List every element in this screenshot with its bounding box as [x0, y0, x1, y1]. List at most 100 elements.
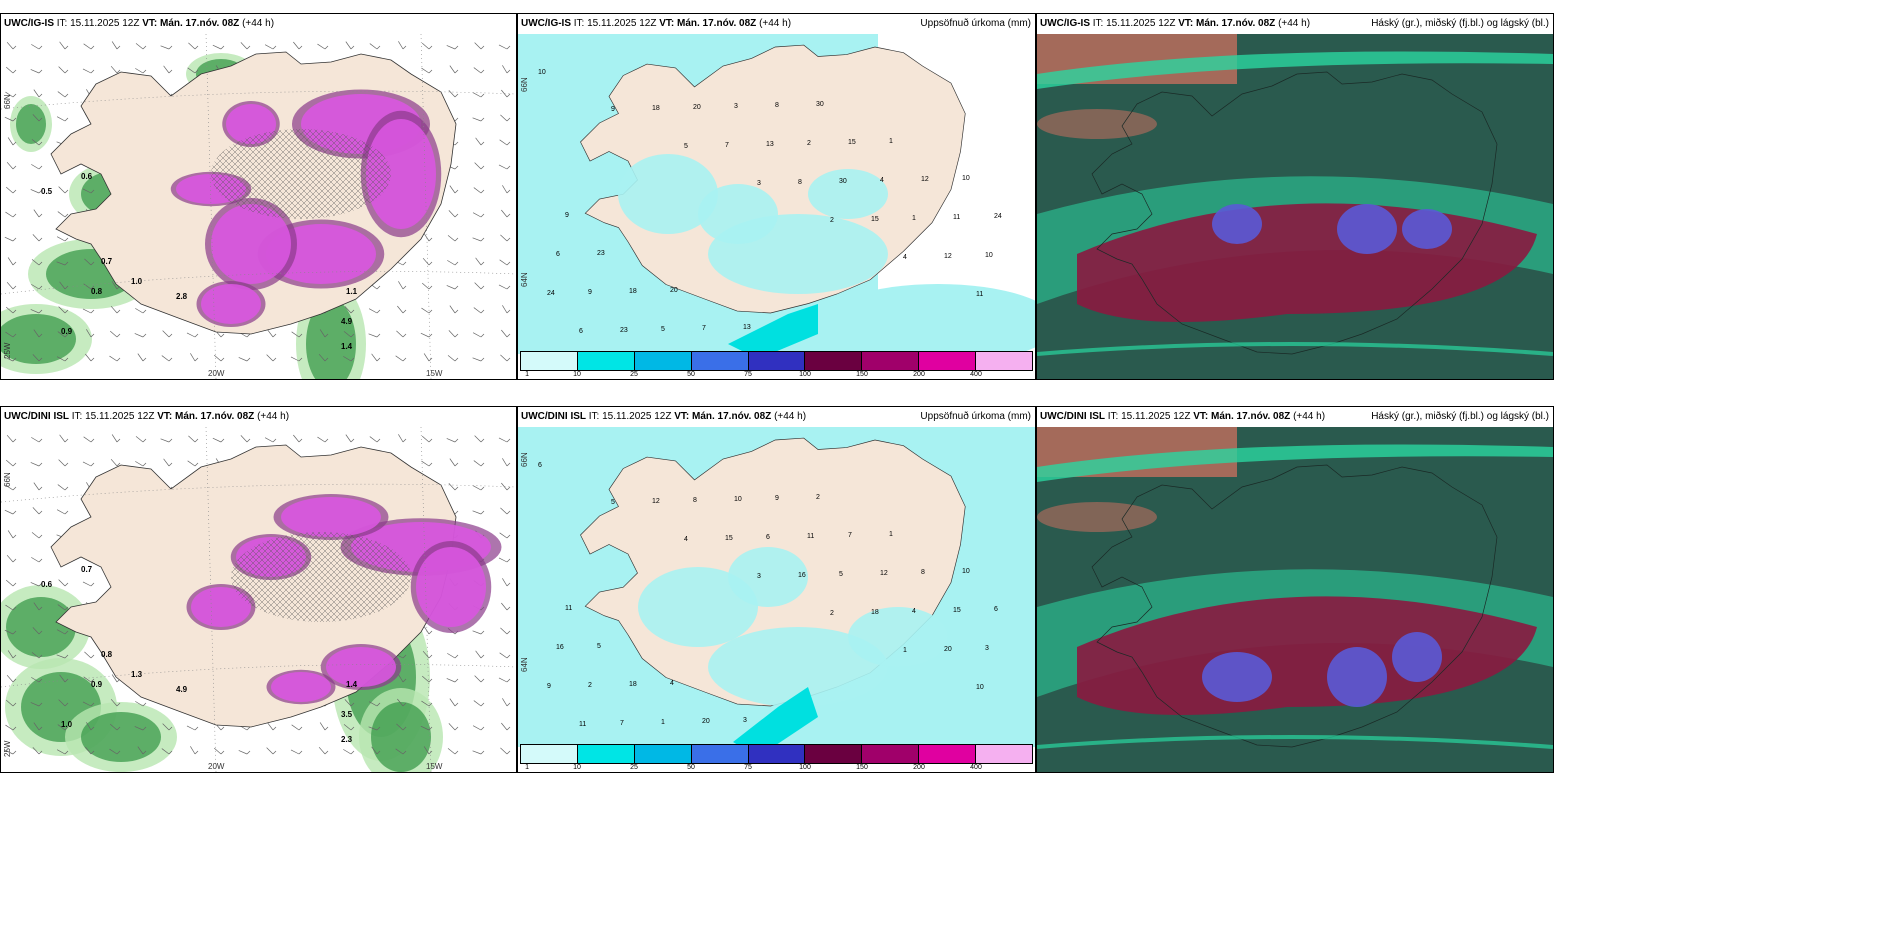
precip-value-label: 23 [597, 250, 605, 257]
precip-value-label: 23 [620, 327, 628, 334]
init-time: IT: 15.11.2025 12Z [56, 18, 140, 29]
colorbar-tick-label: 1 [525, 764, 530, 771]
rain-value-label: 4.9 [341, 317, 353, 326]
accum-precip-map: 1095324116187815122423201330110953241161… [518, 14, 1035, 379]
init-time: IT: 15.11.2025 12Z [1092, 18, 1176, 29]
precip-value-label: 30 [816, 101, 824, 108]
lead-time: (+44 h) [1293, 411, 1326, 422]
panel-cloud-igis: UWC/IG-IS IT: 15.11.2025 12Z VT: Mán. 17… [1036, 13, 1554, 380]
colorbar-tick-label: 150 [856, 764, 868, 771]
precip-value-label: 5 [661, 326, 665, 333]
precip-value-label: 2 [830, 217, 834, 224]
precip-value-label: 11 [579, 721, 586, 728]
precip-value-label: 9 [547, 683, 551, 690]
cloud-cover-map [1037, 407, 1553, 772]
precip-value-label: 11 [976, 291, 983, 298]
cloud-cover-map [1037, 14, 1553, 379]
lat-label-66n: 66N [3, 94, 12, 109]
precip-value-label: 3 [743, 717, 747, 724]
colorbar-segment [691, 745, 749, 763]
precip-value-label: 9 [565, 212, 569, 219]
precip-value-label: 8 [921, 569, 925, 576]
precip-value-label: 4 [670, 680, 674, 687]
precip-value-label: 4 [912, 608, 916, 615]
precip-value-label: 6 [579, 328, 583, 335]
lead-time: (+44 h) [1278, 18, 1311, 29]
precip-value-label: 9 [611, 106, 615, 113]
colorbar-segment [976, 352, 1033, 370]
colorbar-segment [634, 745, 692, 763]
panel-precip-type-igis: UWC/IG-IS IT: 15.11.2025 12Z VT: Mán. 17… [0, 13, 517, 380]
precip-value-label: 15 [871, 216, 879, 223]
precip-value-label: 2 [588, 682, 592, 689]
colorbar-tick-label: 400 [970, 371, 982, 378]
rain-value-label: 1.4 [341, 342, 353, 351]
init-time: IT: 15.11.2025 12Z [573, 18, 657, 29]
precip-value-label: 8 [693, 497, 697, 504]
colorbar-tick-label: 1 [525, 371, 530, 378]
precip-value-label: 1 [889, 138, 893, 145]
precip-value-label: 1 [903, 647, 907, 654]
precip-value-label: 3 [985, 645, 989, 652]
precip-value-label: 6 [994, 606, 998, 613]
precip-value-label: 10 [976, 684, 984, 691]
precip-value-label: 1 [889, 531, 893, 538]
colorbar-tick-label: 100 [799, 764, 811, 771]
precip-value-label: 10 [734, 496, 742, 503]
precip-value-label: 13 [766, 141, 774, 148]
colorbar-tick-label: 10 [573, 764, 581, 771]
precip-value-label: 12 [944, 253, 952, 260]
precip-value-label: 6 [556, 251, 560, 258]
precip-value-label: 10 [985, 252, 993, 259]
precip-value-label: 20 [670, 287, 678, 294]
model-name: UWC/IG-IS [521, 18, 571, 29]
rain-value-label: 4.9 [176, 685, 188, 694]
rain-value-label: 0.5 [41, 187, 53, 196]
colorbar-segment [577, 352, 635, 370]
colorbar-segment [805, 745, 863, 763]
panel-precip-type-dini: UWC/DINI ISL IT: 15.11.2025 12Z VT: Mán.… [0, 406, 517, 773]
precip-value-label: 5 [597, 643, 601, 650]
colorbar-tick-label: 25 [630, 764, 638, 771]
colorbar-segment [521, 745, 578, 763]
precip-type-map: 0.5 0.6 0.7 0.8 0.9 1.0 1.1 1.4 4.9 2.8 [1, 14, 516, 379]
panel-header: UWC/IG-IS IT: 15.11.2025 12Z VT: Mán. 17… [1037, 14, 1553, 34]
rain-value-label: 2.3 [341, 735, 353, 744]
lat-label-64n: 64N [520, 657, 529, 672]
colorbar-segment [521, 352, 578, 370]
valid-time: VT: Mán. 17.nóv. 08Z [157, 411, 255, 422]
precip-value-label: 2 [830, 610, 834, 617]
precip-value-label: 10 [538, 69, 546, 76]
lat-label-66n: 66N [3, 472, 12, 487]
precip-value-label: 2 [816, 494, 820, 501]
model-name: UWC/DINI ISL [521, 411, 586, 422]
precip-value-label: 15 [848, 139, 856, 146]
colorbar-tick-label: 150 [856, 371, 868, 378]
precip-value-label: 11 [807, 533, 814, 540]
precip-value-label: 10 [962, 568, 970, 575]
precip-value-label: 24 [547, 290, 555, 297]
precip-value-label: 5 [611, 499, 615, 506]
rain-value-label: 1.3 [131, 670, 143, 679]
precip-value-label: 20 [944, 646, 952, 653]
precip-value-label: 8 [775, 102, 779, 109]
precip-value-label: 7 [848, 532, 852, 539]
lead-time: (+44 h) [759, 18, 792, 29]
valid-time: VT: Mán. 17.nóv. 08Z [1193, 411, 1291, 422]
rain-value-label: 0.8 [91, 287, 103, 296]
precip-value-label: 1 [661, 719, 665, 726]
valid-time: VT: Mán. 17.nóv. 08Z [674, 411, 772, 422]
panel-field-title: Háský (gr.), miðský (fj.bl.) og lágský (… [1371, 18, 1549, 29]
model-name: UWC/IG-IS [4, 18, 54, 29]
precip-value-label: 4 [903, 254, 907, 261]
precip-value-label: 13 [743, 324, 751, 331]
precip-colorbar [520, 744, 1033, 764]
lon-label-25w: 25W [3, 342, 12, 359]
panel-field-title: Uppsöfnuð úrkoma (mm) [920, 18, 1031, 29]
colorbar-segment [919, 745, 977, 763]
init-time: IT: 15.11.2025 12Z [71, 411, 155, 422]
precip-value-label: 10 [962, 175, 970, 182]
colorbar-segment [691, 352, 749, 370]
precip-value-label: 3 [757, 573, 761, 580]
accum-precip-map: 6543211011121516182097865432110111215161… [518, 407, 1035, 772]
